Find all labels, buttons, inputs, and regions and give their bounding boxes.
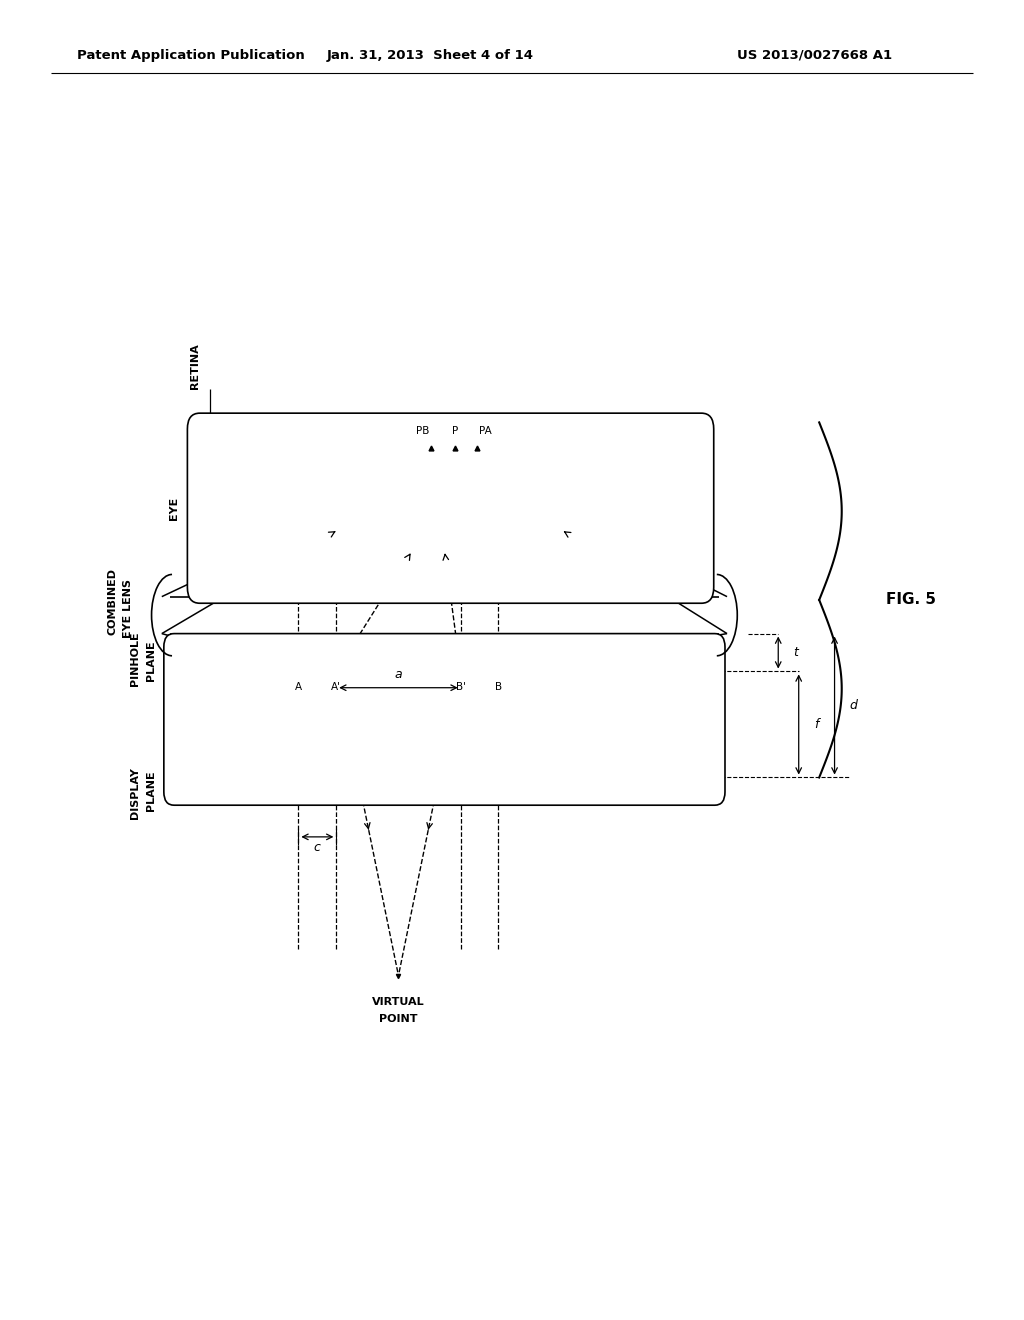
FancyBboxPatch shape	[164, 634, 725, 805]
Text: B': B'	[456, 682, 466, 692]
Text: c: c	[314, 841, 321, 854]
Text: P: P	[453, 426, 459, 436]
Text: FIG. 5: FIG. 5	[886, 593, 936, 607]
Text: PLANE: PLANE	[145, 771, 156, 810]
Text: EYE: EYE	[169, 496, 179, 520]
Text: VIRTUAL: VIRTUAL	[372, 997, 425, 1007]
Text: EYE LENS: EYE LENS	[123, 579, 133, 638]
Text: US 2013/0027668 A1: US 2013/0027668 A1	[737, 49, 892, 62]
Text: Patent Application Publication: Patent Application Publication	[77, 49, 304, 62]
Text: A: A	[295, 682, 302, 692]
Text: f: f	[814, 718, 818, 731]
Text: DISPLAY: DISPLAY	[130, 767, 140, 820]
Text: B: B	[495, 682, 502, 692]
Text: A': A'	[332, 682, 341, 692]
Text: t: t	[794, 645, 799, 659]
Text: a: a	[394, 668, 402, 681]
Text: PLANE: PLANE	[145, 640, 156, 681]
Text: PINHOLE: PINHOLE	[130, 631, 140, 685]
Text: RETINA: RETINA	[189, 343, 200, 388]
Text: COMBINED: COMBINED	[108, 569, 118, 635]
FancyBboxPatch shape	[187, 413, 714, 603]
Text: Jan. 31, 2013  Sheet 4 of 14: Jan. 31, 2013 Sheet 4 of 14	[327, 49, 534, 62]
Text: POINT: POINT	[379, 1014, 418, 1024]
Text: PB: PB	[416, 426, 429, 436]
Text: PA: PA	[478, 426, 492, 436]
Text: d: d	[850, 700, 858, 711]
